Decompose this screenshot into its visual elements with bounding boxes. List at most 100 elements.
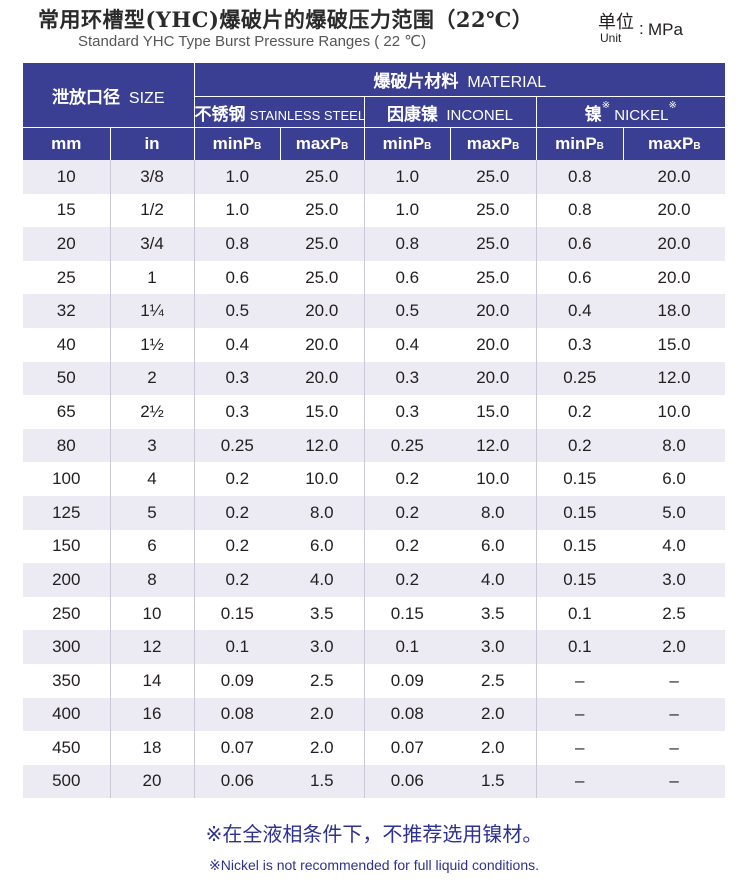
inconel-min-cell: 0.4 [364,327,451,362]
col-ni-min: minPB [536,127,624,160]
nickel-note-zh: ※在全液相条件下，不推荐选用镍材。 [205,824,543,846]
ss-min-cell: 0.06 [194,764,281,799]
table-row: 65 2½ 0.3 15.0 0.3 15.0 0.2 10.0 [23,395,726,429]
nickel-max-cell: 20.0 [623,193,726,228]
inconel-max-cell: 10.0 [450,462,537,496]
ss-min-cell: 0.1 [194,630,281,664]
material-nickel: 镍※ NICKEL※ [536,96,726,128]
size-in-cell: 14 [110,663,195,698]
table-row: 350 14 0.09 2.5 0.09 2.5– – [23,663,726,698]
nickel-max-cell: 2.0 [623,630,726,664]
inconel-max-cell: 2.0 [450,697,537,732]
material-inconel-en: INCONEL [446,106,514,124]
nickel-min-cell: 0.8 [536,160,624,194]
page-subtitle: Standard YHC Type Burst Pressure Ranges … [78,33,427,50]
ss-min-cell: 1.0 [194,193,281,228]
table-row: 80 3 0.25 12.0 0.25 12.0 0.2 8.0 [23,428,726,463]
ss-min-cell: 0.5 [194,294,281,328]
material-stainless-en: STAINLESS STEEL [249,107,366,123]
size-in-cell: 20 [110,764,195,799]
nickel-min-cell: 0.4 [536,294,624,328]
material-inconel-zh: 因康镍 [387,104,438,124]
size-header-en: SIZE [128,89,165,107]
inconel-max-cell: 12.0 [450,428,537,463]
material-header-en: MATERIAL [467,74,547,91]
table-row: 500 20 0.06 1.5 0.06 1.5– – [23,764,726,799]
size-in-cell: 5 [110,495,195,530]
size-in-cell: 1/2 [110,193,195,228]
inconel-max-cell: 2.0 [450,731,537,765]
ss-max-cell: 12.0 [280,428,365,463]
col-ss-max: maxPB [280,127,365,160]
table-row: 10 3/8 1.0 25.0 1.0 25.0 0.8 20.0 [23,160,726,194]
ss-max-cell: 4.0 [280,563,365,597]
nickel-min-cell: 0.1 [536,596,624,631]
ss-min-cell: 0.09 [194,663,281,698]
size-in-cell: 2 [110,361,195,396]
nickel-note-en: ※Nickel is not recommended for full liqu… [209,857,539,873]
size-in-cell: 8 [110,563,195,597]
nickel-max-cell: 20.0 [623,227,726,261]
size-mm-cell: 80 [23,428,111,463]
inconel-min-cell: 0.09 [364,663,451,698]
col-in: in [110,127,195,160]
size-in-cell: 4 [110,462,195,496]
inconel-min-cell: 0.3 [364,395,451,429]
inconel-min-cell: 0.25 [364,428,451,463]
size-in-cell: 3/8 [110,160,195,194]
inconel-max-cell: 25.0 [450,260,537,295]
nickel-note-mark-2: ※ [668,99,677,111]
table-row: 450 18 0.07 2.0 0.07 2.0– – [23,731,726,765]
nickel-min-cell: – [536,764,624,799]
nickel-max-cell: – [623,663,726,698]
ss-max-cell: 25.0 [280,193,365,228]
burst-pressure-table: 泄放口径 SIZE 爆破片材料 MATERIAL 不锈钢 STAINLESS S… [23,63,726,799]
inconel-min-cell: 0.07 [364,731,451,765]
inconel-min-cell: 0.06 [364,764,451,799]
inconel-max-cell: 20.0 [450,327,537,362]
ss-max-cell: 15.0 [280,395,365,429]
nickel-min-cell: 0.3 [536,327,624,362]
size-mm-cell: 65 [23,395,111,429]
table-row: 32 1¼ 0.5 20.0 0.5 20.0 0.4 18.0 [23,294,726,328]
nickel-min-cell: – [536,663,624,698]
nickel-min-cell: 0.6 [536,227,624,261]
size-mm-cell: 32 [23,294,111,328]
size-header: 泄放口径 SIZE [23,63,195,128]
ss-max-cell: 25.0 [280,227,365,261]
nickel-max-cell: 5.0 [623,495,726,530]
table-row: 20 3/4 0.8 25.0 0.8 25.0 0.6 20.0 [23,227,726,261]
ss-min-cell: 0.6 [194,260,281,295]
col-mm: mm [23,127,111,160]
inconel-max-cell: 3.0 [450,630,537,664]
table-row: 50 2 0.3 20.0 0.3 20.0 0.25 12.0 [23,361,726,396]
ss-min-cell: 0.8 [194,227,281,261]
inconel-max-cell: 3.5 [450,596,537,631]
inconel-max-cell: 20.0 [450,294,537,328]
inconel-max-cell: 15.0 [450,395,537,429]
nickel-max-cell: 8.0 [623,428,726,463]
inconel-min-cell: 0.8 [364,227,451,261]
inconel-min-cell: 0.2 [364,563,451,597]
size-mm-cell: 150 [23,529,111,564]
size-mm-cell: 20 [23,227,111,261]
ss-max-cell: 3.5 [280,596,365,631]
material-stainless-zh: 不锈钢 [194,104,246,124]
table-row: 25 1 0.6 25.0 0.6 25.0 0.6 20.0 [23,260,726,295]
unit-colon: : [639,19,644,38]
inconel-max-cell: 6.0 [450,529,537,564]
size-mm-cell: 50 [23,361,111,396]
nickel-max-cell: – [623,697,726,732]
inconel-min-cell: 0.1 [364,630,451,664]
nickel-min-cell: 0.8 [536,193,624,228]
inconel-min-cell: 1.0 [364,193,451,228]
ss-min-cell: 0.25 [194,428,281,463]
size-in-cell: 1 [110,260,195,295]
nickel-min-cell: 0.15 [536,462,624,496]
material-inconel: 因康镍 INCONEL [364,96,537,128]
nickel-max-cell: 20.0 [623,160,726,194]
nickel-min-cell: 0.25 [536,361,624,396]
nickel-min-cell: 0.2 [536,428,624,463]
size-mm-cell: 250 [23,596,111,631]
size-in-cell: 12 [110,630,195,664]
